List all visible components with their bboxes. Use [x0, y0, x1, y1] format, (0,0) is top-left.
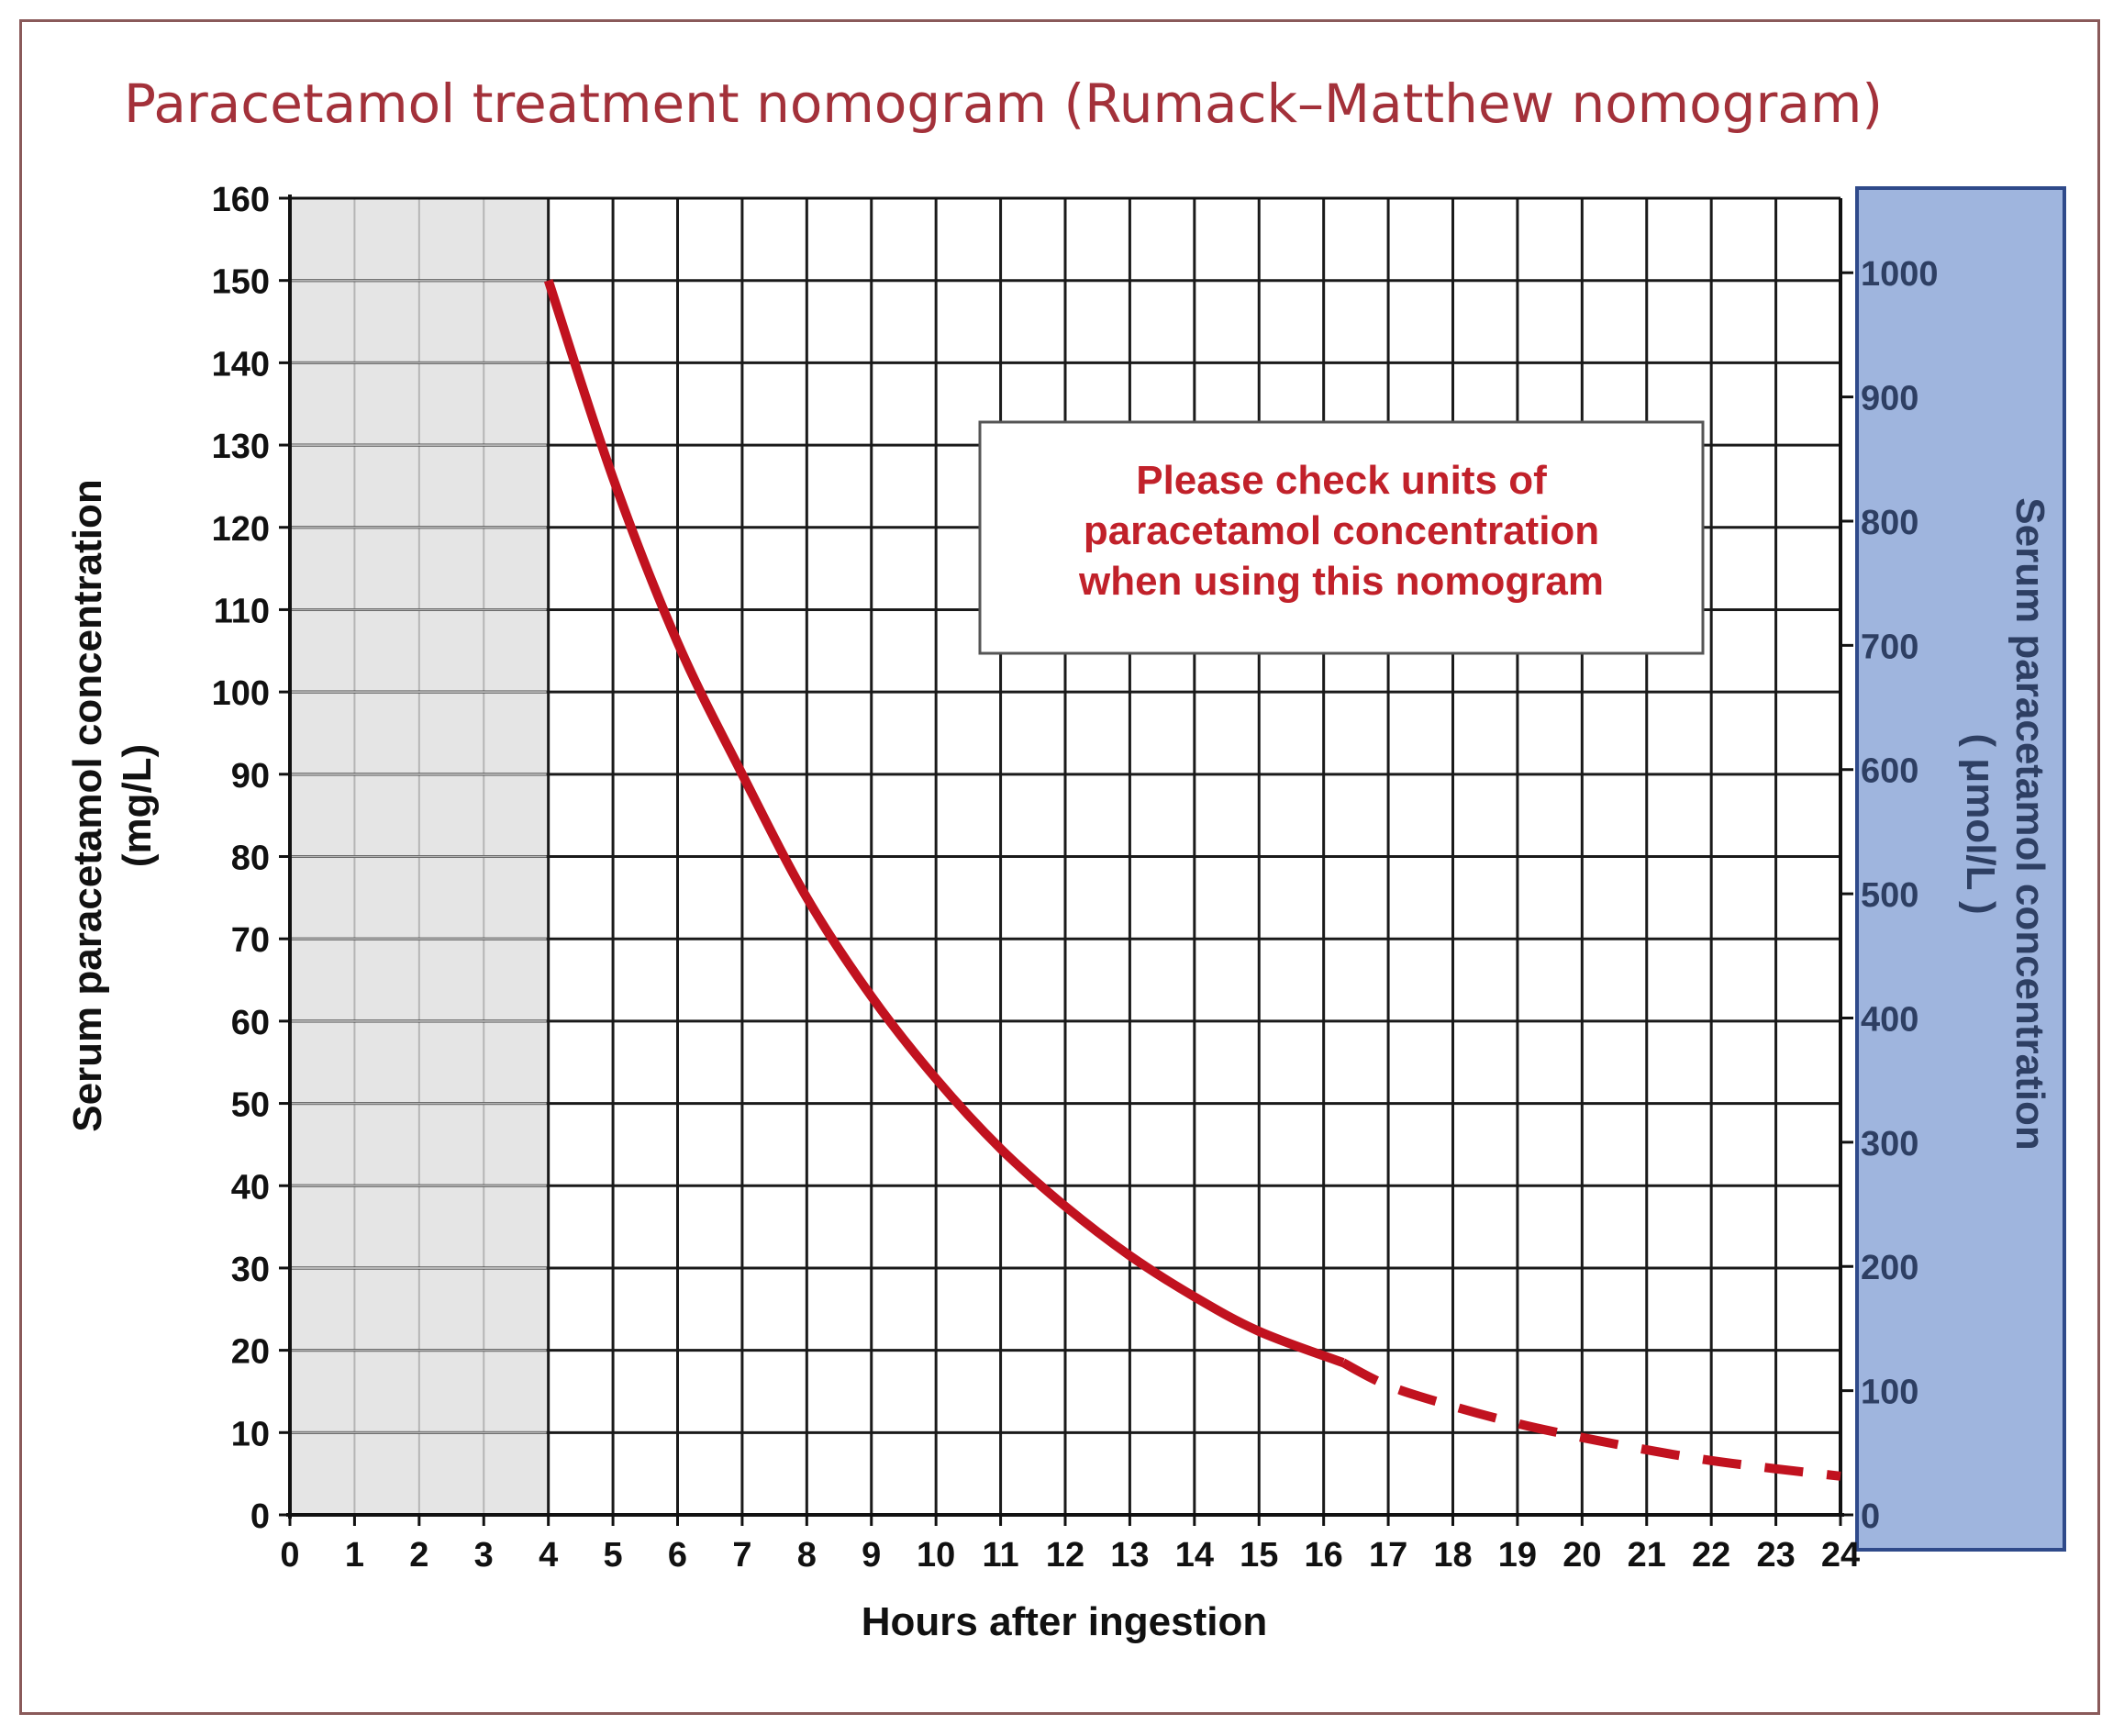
- note-line-2: paracetamol concentration: [1084, 508, 1599, 553]
- x-tick-label-8: 8: [797, 1536, 817, 1575]
- x-tick-label-22: 22: [1692, 1536, 1730, 1575]
- right-tick-label-300: 300: [1861, 1125, 1918, 1163]
- right-tick-label-600: 600: [1861, 752, 1918, 791]
- note-line-1: Please check units of: [1136, 458, 1547, 503]
- x-tick-label-23: 23: [1756, 1536, 1795, 1575]
- treatment-line: [543, 279, 1841, 1481]
- right-y-tick-labels: 0 100 200 300 400 500 600 700 800 900 1000: [1840, 255, 1939, 1536]
- note-box: [978, 420, 1705, 655]
- left-y-tick-labels: 0 10 20 30 40 50 60 70 80 90 100 110 120 130 140 150 160: [212, 181, 290, 1536]
- right-y-axis-label: Serum paracetamol concentration ( μmol/L…: [1958, 497, 2052, 1151]
- x-tick-label-2: 2: [409, 1536, 428, 1575]
- x-axis-label: Hours after ingestion: [862, 1599, 1268, 1644]
- x-tick-label-19: 19: [1498, 1536, 1537, 1575]
- treatment-line-dashed: [1340, 1358, 1841, 1481]
- right-tick-label-800: 800: [1861, 504, 1918, 542]
- left-y-axis-label-line-1: Serum paracetamol concentration: [65, 479, 110, 1132]
- left-tick-label-150: 150: [212, 263, 270, 302]
- left-tick-label-60: 60: [231, 1004, 270, 1042]
- x-tick-label-6: 6: [668, 1536, 687, 1575]
- right-tick-label-900: 900: [1861, 380, 1918, 418]
- left-tick-label-20: 20: [231, 1333, 270, 1372]
- x-tick-label-9: 9: [862, 1536, 881, 1575]
- x-tick-label-21: 21: [1628, 1536, 1666, 1575]
- x-tick-label-24: 24: [1821, 1536, 1860, 1575]
- x-tick-label-17: 17: [1369, 1536, 1407, 1575]
- x-tick-label-20: 20: [1562, 1536, 1601, 1575]
- chart-title: Paracetamol treatment nomogram (Rumack–M…: [124, 72, 1883, 135]
- right-tick-label-200: 200: [1861, 1249, 1918, 1287]
- left-tick-label-130: 130: [212, 428, 270, 466]
- right-tick-label-700: 700: [1861, 628, 1918, 666]
- left-y-axis-label-line-2: (mg/L): [115, 744, 160, 867]
- treatment-line-solid: [543, 279, 1345, 1367]
- right-tick-label-100: 100: [1861, 1374, 1918, 1412]
- left-tick-label-100: 100: [212, 674, 270, 713]
- right-tick-label-0: 0: [1861, 1497, 1880, 1536]
- right-axis-panel: [1855, 186, 2066, 1552]
- x-tick-label-0: 0: [280, 1536, 299, 1575]
- x-tick-label-3: 3: [474, 1536, 494, 1575]
- left-tick-label-80: 80: [231, 840, 270, 878]
- left-tick-label-90: 90: [231, 757, 270, 796]
- note-line-3: when using this nomogram: [1078, 559, 1604, 604]
- x-tick-label-13: 13: [1110, 1536, 1149, 1575]
- x-tick-labels: 0 1 2 3 4 5 6 7 8 9 10 11 12 13 14 15 16 17 18 19 20 21 22 23 24: [280, 1515, 1860, 1575]
- left-tick-label-30: 30: [231, 1251, 270, 1289]
- right-tick-label-400: 400: [1861, 1000, 1918, 1039]
- x-tick-label-10: 10: [917, 1536, 955, 1575]
- right-y-axis-label-line-1: Serum paracetamol concentration: [2007, 497, 2052, 1151]
- x-tick-label-7: 7: [732, 1536, 751, 1575]
- left-tick-label-70: 70: [231, 921, 270, 960]
- x-tick-label-11: 11: [982, 1536, 1018, 1575]
- left-tick-label-0: 0: [250, 1497, 270, 1536]
- x-tick-label-16: 16: [1305, 1536, 1343, 1575]
- x-tick-label-1: 1: [345, 1536, 364, 1575]
- x-tick-label-4: 4: [539, 1536, 558, 1575]
- left-tick-label-120: 120: [212, 510, 270, 549]
- left-tick-label-110: 110: [214, 592, 270, 630]
- left-y-axis-label: Serum paracetamol concentration (mg/L): [65, 479, 160, 1132]
- left-tick-label-10: 10: [231, 1415, 270, 1453]
- right-y-axis-label-line-2: ( μmol/L ): [1958, 733, 2003, 914]
- right-tick-label-500: 500: [1861, 876, 1918, 915]
- right-tick-label-1000: 1000: [1861, 255, 1939, 294]
- left-tick-label-140: 140: [212, 345, 270, 384]
- x-tick-label-14: 14: [1175, 1536, 1214, 1575]
- left-tick-label-40: 40: [231, 1168, 270, 1207]
- left-tick-label-160: 160: [212, 181, 270, 219]
- x-tick-label-18: 18: [1433, 1536, 1472, 1575]
- x-tick-label-15: 15: [1240, 1536, 1278, 1575]
- x-tick-label-12: 12: [1046, 1536, 1084, 1575]
- x-tick-label-5: 5: [604, 1536, 623, 1575]
- left-tick-label-50: 50: [231, 1086, 270, 1125]
